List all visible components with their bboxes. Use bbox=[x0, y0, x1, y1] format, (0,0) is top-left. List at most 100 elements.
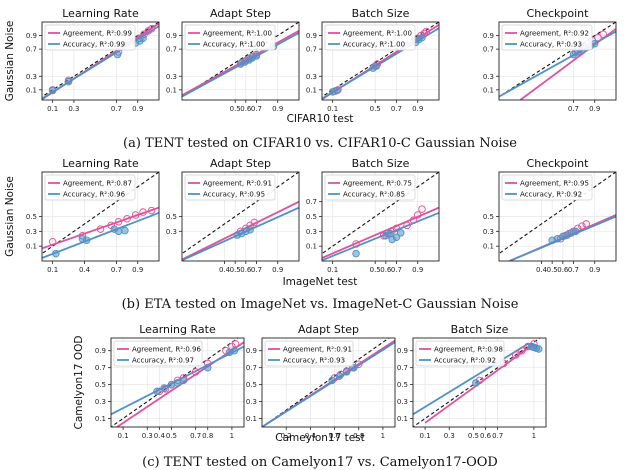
panel-1-xtick-label-1: 0.6 bbox=[240, 105, 252, 113]
panel-4-legend-label-1: Accuracy, R²:0.96 bbox=[63, 191, 126, 199]
panel-8-plot-area bbox=[111, 338, 244, 427]
shared-xlabel-1: ImageNet test bbox=[283, 276, 358, 288]
panel-0-legend-box bbox=[44, 24, 136, 51]
panel-1-legend-label-0: Agreement, R²:1.00 bbox=[203, 30, 272, 38]
panel-8-legend-label-0: Agreement, R²:0.96 bbox=[132, 346, 201, 354]
panel-5-legend-label-1: Accuracy, R²:0.95 bbox=[203, 191, 265, 199]
panel-5-xtick-label-0: 0.4 bbox=[219, 266, 231, 274]
panel-10-ytick-label-1: 0.3 bbox=[397, 398, 408, 406]
panel-1-xtick-label-2: 0.7 bbox=[251, 105, 262, 113]
panel-4-plot-area bbox=[42, 172, 159, 259]
panel-10-xtick-label-1: 0.3 bbox=[444, 432, 455, 440]
panel-9-accuracy-point-1 bbox=[335, 372, 344, 380]
panel-0-axes-frame bbox=[41, 21, 160, 101]
panel-4-ytick-label-1: 0.3 bbox=[26, 228, 37, 236]
panel-1-accuracy-point-4 bbox=[252, 52, 261, 60]
panel-9-identity-line bbox=[262, 338, 390, 427]
panel-7-xtick-label-2: 0.6 bbox=[557, 266, 569, 274]
panel-3-ytick-label-0: 0.1 bbox=[483, 86, 494, 94]
panel-7-title: Checkpoint bbox=[527, 157, 590, 170]
panel-2-ytick-label-2: 0.7 bbox=[306, 46, 317, 54]
panel-4-accuracy-point-0 bbox=[52, 249, 60, 258]
panel-2-xtick-label-3: 0.9 bbox=[412, 105, 423, 113]
panel-9-xtick-label-2: 0.6 bbox=[329, 432, 341, 440]
panel-1-ytick-label-2: 0.7 bbox=[166, 46, 177, 54]
panel-10-legend-label-0: Agreement, R²:0.98 bbox=[434, 346, 503, 354]
panel-6-xtick-label-2: 0.6 bbox=[380, 266, 392, 274]
panel-4-ytick-label-2: 0.5 bbox=[26, 213, 37, 221]
panel-10-xtick-label-4: 0.7 bbox=[492, 432, 503, 440]
panel-7-accuracy-point-5 bbox=[571, 227, 580, 236]
panel-4-xtick-label-1: 0.4 bbox=[79, 266, 91, 274]
panel-9-xtick-label-3: 0.8 bbox=[353, 432, 364, 440]
panel-3-ytick-label-2: 0.7 bbox=[483, 46, 494, 54]
panel-8-xtick-label-5: 0.8 bbox=[202, 432, 213, 440]
panel-10-axes-frame bbox=[412, 337, 547, 428]
panel-9-accuracy-point-0 bbox=[328, 376, 336, 385]
panel-10-ytick-label-4: 0.9 bbox=[397, 347, 408, 355]
panel-4-accuracy-point-5 bbox=[121, 226, 129, 235]
panel-4-xtick-label-0: 0.1 bbox=[47, 266, 58, 274]
panel-2-title: Batch Size bbox=[352, 7, 410, 20]
panel-3-xtick-label-0: 0.7 bbox=[568, 105, 579, 113]
panel-6-agreement-point-5 bbox=[403, 221, 411, 230]
panel-8-legend-box bbox=[113, 340, 203, 367]
panel-8-agreement-point-9 bbox=[231, 340, 240, 348]
panel-2-ytick-label-3: 0.9 bbox=[306, 32, 317, 40]
panel-8-title: Learning Rate bbox=[139, 323, 216, 336]
panel-5-ytick-label-1: 0.5 bbox=[166, 213, 177, 221]
panel-8-xtick-label-0: 0.1 bbox=[118, 432, 129, 440]
panel-9-accuracy-fit-line bbox=[262, 341, 395, 427]
panel-4-xtick-label-3: 0.9 bbox=[132, 266, 143, 274]
panel-4-agreement-point-5 bbox=[123, 214, 131, 223]
panel-0-identity-line bbox=[42, 22, 159, 98]
panel-6-agreement-point-0 bbox=[352, 240, 360, 248]
panel-5-plot-area bbox=[182, 172, 299, 261]
panel-10-ytick-label-2: 0.5 bbox=[397, 381, 408, 389]
panel-3-legend-label-1: Accuracy, R²:0.93 bbox=[520, 41, 582, 49]
panel-1-ytick-label-3: 0.9 bbox=[166, 32, 177, 40]
panel-6-ytick-label-0: 0.1 bbox=[306, 243, 317, 251]
panel-3-ytick-label-1: 0.3 bbox=[483, 73, 494, 81]
panel-2-axes-frame bbox=[321, 21, 440, 101]
panel-9-xtick-label-1: 0.4 bbox=[305, 432, 317, 440]
panel-10-xtick-label-5: 1 bbox=[532, 432, 536, 440]
panel-5-legend-label-0: Agreement, R²:0.91 bbox=[203, 180, 272, 188]
panel-10-ytick-label-3: 0.7 bbox=[397, 364, 408, 372]
panel-10-xtick-label-0: 0.1 bbox=[420, 432, 431, 440]
panel-7-ytick-label-1: 0.3 bbox=[483, 228, 494, 236]
caption-c: (c) TENT tested on Camelyon17 vs. Camely… bbox=[142, 455, 498, 470]
panel-1-title: Adapt Step bbox=[210, 7, 271, 20]
panel-7-xtick-label-3: 0.7 bbox=[568, 266, 579, 274]
panel-2-ytick-label-1: 0.3 bbox=[306, 73, 317, 81]
panel-10-legend-label-1: Accuracy, R²:0.92 bbox=[434, 357, 496, 365]
panel-4-accuracy-point-2 bbox=[82, 236, 91, 244]
panel-2-legend-box bbox=[324, 24, 416, 51]
panel-3-legend-box bbox=[501, 24, 593, 51]
panel-10-agreement-point-2 bbox=[512, 351, 520, 359]
panel-1-legend-label-1: Accuracy, R²:1.00 bbox=[203, 41, 265, 49]
panel-2-legend-label-0: Agreement, R²:1.00 bbox=[343, 30, 412, 38]
panel-2-agreement-point-7 bbox=[422, 27, 430, 36]
panel-4-legend-box bbox=[44, 174, 136, 201]
panel-3-axes-frame bbox=[498, 21, 617, 101]
panel-2-accuracy-point-1 bbox=[333, 86, 341, 95]
caption-a: (a) TENT tested on CIFAR10 vs. CIFAR10-C… bbox=[123, 136, 517, 151]
panel-3-agreement-point-6 bbox=[599, 30, 607, 38]
panel-1-xtick-label-3: 0.9 bbox=[272, 105, 283, 113]
panel-8-accuracy-point-4 bbox=[179, 376, 188, 385]
panel-9-ytick-label-0: 0.1 bbox=[246, 415, 257, 423]
panel-7-legend-label-1: Accuracy, R²:0.92 bbox=[520, 191, 582, 199]
panel-8-accuracy-point-0 bbox=[153, 387, 161, 396]
panel-0-plot-area bbox=[42, 22, 159, 100]
panel-5-accuracy-point-3 bbox=[246, 226, 254, 234]
panel-4-agreement-point-8 bbox=[147, 206, 156, 215]
panel-5-legend-box bbox=[184, 174, 276, 201]
panel-10-xtick-label-3: 0.6 bbox=[480, 432, 492, 440]
panel-5-xtick-label-2: 0.6 bbox=[240, 266, 252, 274]
panel-1-ytick-label-0: 0.1 bbox=[166, 86, 177, 94]
panel-3-ytick-label-3: 0.9 bbox=[483, 32, 494, 40]
panel-4-ytick-label-0: 0.1 bbox=[26, 243, 37, 251]
panel-6-xtick-label-1: 0.5 bbox=[370, 266, 381, 274]
panel-9-legend-box bbox=[264, 340, 354, 367]
